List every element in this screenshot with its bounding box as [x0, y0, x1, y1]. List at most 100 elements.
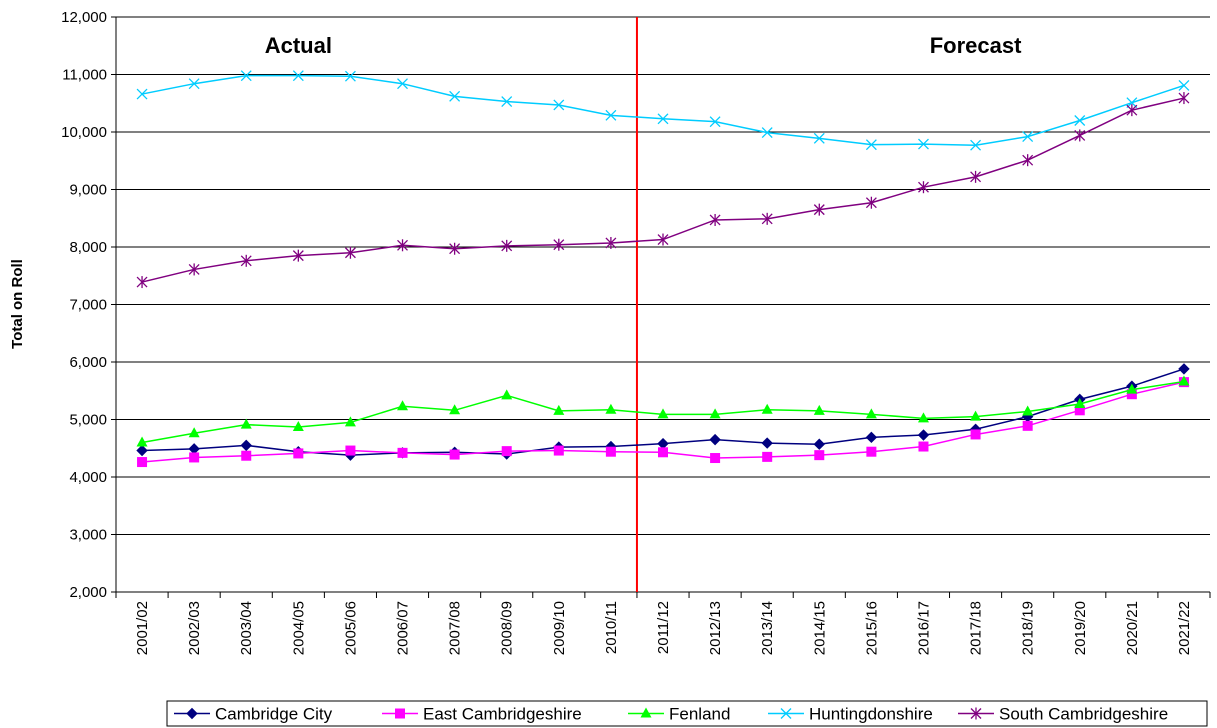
triangle-marker	[970, 410, 982, 421]
y-tick-label: 2,000	[69, 584, 107, 601]
x-tick-label: 2011/12	[655, 601, 672, 654]
y-tick-label: 11,000	[62, 67, 107, 84]
data-point	[293, 448, 304, 459]
square-marker	[814, 450, 825, 461]
data-point	[188, 427, 200, 438]
data-point	[709, 433, 721, 446]
triangle-marker	[761, 403, 773, 414]
x-tick-label: 2004/05	[290, 601, 307, 655]
data-point	[397, 78, 408, 90]
x-tick-label: 2001/02	[134, 601, 151, 655]
square-marker	[918, 441, 929, 452]
x-tick-label: 2006/07	[395, 601, 412, 655]
x-tick-label: 2020/21	[1124, 601, 1141, 655]
triangle-marker	[240, 418, 252, 429]
x-tick-label: 2013/14	[759, 601, 776, 655]
data-point	[709, 213, 721, 226]
data-point	[292, 420, 304, 431]
triangle-marker	[865, 408, 877, 419]
square-marker	[1126, 389, 1137, 400]
diamond-marker	[136, 444, 148, 457]
x-marker-stroke	[605, 109, 617, 121]
data-point	[397, 400, 409, 411]
diamond-marker	[1178, 363, 1190, 375]
data-point	[188, 78, 200, 90]
data-point	[761, 437, 773, 449]
data-point	[710, 453, 721, 464]
triangle-marker	[188, 427, 200, 438]
annotation-actual: Actual	[265, 33, 332, 58]
data-point	[709, 408, 721, 419]
triangle-marker	[501, 389, 513, 400]
x-marker-stroke	[1074, 115, 1086, 126]
x-tick-label: 2005/06	[342, 601, 359, 655]
series-fenland	[136, 375, 1190, 447]
y-tick-label: 7,000	[69, 297, 107, 314]
data-point	[814, 450, 825, 461]
y-tick-label: 10,000	[61, 124, 107, 141]
data-point	[240, 418, 252, 429]
legend-marker	[640, 707, 652, 718]
square-marker	[970, 429, 981, 440]
data-point	[761, 403, 773, 414]
data-point	[501, 389, 513, 400]
data-point	[1074, 115, 1086, 126]
annotations: Actual Forecast	[265, 33, 1022, 58]
data-point	[865, 196, 877, 209]
square-marker	[553, 445, 564, 456]
triangle-marker	[605, 403, 617, 414]
diamond-marker	[761, 437, 773, 449]
triangle-marker	[917, 412, 929, 423]
annotation-forecast: Forecast	[930, 33, 1022, 58]
series-huntingdonshire	[136, 70, 1190, 151]
data-point	[970, 429, 981, 440]
legend: Cambridge City East Cambridgeshire Fenland…	[166, 700, 1208, 727]
diamond-marker	[240, 439, 252, 452]
triangle-marker	[136, 436, 148, 447]
series-group	[136, 70, 1190, 468]
x-tick-label: 2016/17	[915, 601, 932, 655]
data-point	[709, 116, 721, 128]
x-tick-label: 2010/11	[603, 601, 620, 654]
series-south-cambridgeshire	[136, 92, 1190, 289]
data-point	[188, 263, 200, 276]
triangle-marker	[292, 420, 304, 431]
legend-marker	[395, 708, 405, 719]
triangle-marker	[1178, 375, 1190, 386]
diamond-marker	[709, 433, 721, 446]
data-point	[1074, 129, 1086, 142]
diamond-marker	[865, 431, 878, 444]
y-tick-label: 5,000	[69, 412, 107, 429]
data-point	[240, 439, 252, 452]
data-point	[918, 138, 929, 150]
x-marker-stroke	[344, 70, 356, 82]
data-point	[553, 404, 565, 415]
x-marker-stroke	[501, 96, 513, 107]
data-point	[1022, 420, 1033, 431]
x-marker-stroke	[865, 139, 877, 151]
square-marker	[293, 448, 304, 459]
square-marker	[189, 452, 200, 463]
x-marker-stroke	[1178, 79, 1190, 91]
data-point	[605, 446, 616, 457]
x-tick-label: 2008/09	[499, 601, 516, 655]
data-point	[657, 113, 669, 125]
square-marker	[241, 450, 252, 461]
data-point	[449, 404, 461, 415]
axes: 2,000 3,000 4,000 5,000 6,000 7,000 8,000 9,000…	[61, 9, 1211, 655]
legend-label: Huntingdonshire	[809, 705, 933, 724]
data-point	[449, 90, 461, 102]
data-point	[970, 170, 982, 183]
x-tick-label: 2021/22	[1176, 601, 1193, 655]
data-point	[1074, 397, 1086, 408]
data-point	[501, 239, 513, 252]
triangle-marker	[344, 416, 356, 427]
data-point	[241, 450, 252, 461]
triangle-marker	[449, 404, 461, 415]
data-point	[917, 429, 930, 441]
data-point	[189, 452, 200, 463]
square-marker	[395, 708, 405, 719]
data-point	[501, 96, 513, 107]
data-point	[917, 412, 929, 423]
